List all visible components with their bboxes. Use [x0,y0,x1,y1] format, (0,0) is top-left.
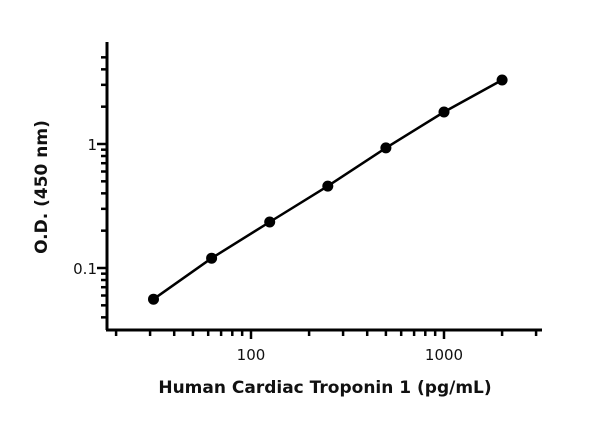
y-tick-label-0.1: 0.1 [73,260,97,278]
y-tick-label-1: 1 [87,136,97,154]
data-point [380,142,392,154]
x-axis-title: Human Cardiac Troponin 1 (pg/mL) [158,378,491,398]
data-point [264,216,276,228]
y-axis-title: O.D. (450 nm) [32,120,52,254]
data-point [148,293,159,305]
data-point [438,106,450,118]
x-tick-label-100: 100 [237,346,266,364]
data-point [206,252,218,264]
major-ticks [97,142,446,339]
data-point [322,180,334,192]
x-tick-label-1000: 1000 [425,346,463,364]
data-series [148,74,508,305]
minor-ticks [101,56,538,336]
data-point [496,74,508,86]
